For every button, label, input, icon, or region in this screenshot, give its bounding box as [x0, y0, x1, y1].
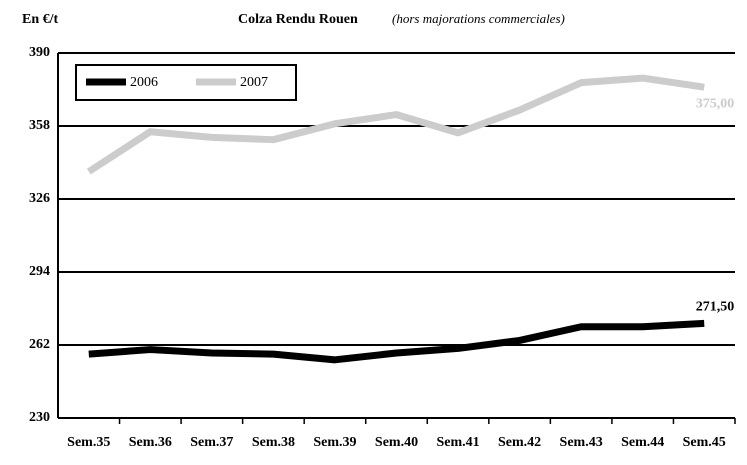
- x-tick-label: Sem.42: [498, 435, 541, 450]
- legend-label: 2006: [130, 75, 158, 90]
- x-tick-label: Sem.37: [190, 435, 233, 450]
- series-line: [88, 319, 705, 364]
- y-tick-label: 262: [29, 337, 50, 352]
- value-label: 271,50: [696, 300, 735, 315]
- x-tick-label: Sem.38: [252, 435, 295, 450]
- series-line: [86, 74, 705, 175]
- x-tick-label: Sem.36: [129, 435, 172, 450]
- y-tick-label: 294: [29, 264, 50, 279]
- x-tick-label: Sem.35: [67, 435, 110, 450]
- x-tick-label: Sem.41: [436, 435, 479, 450]
- chart-title: Colza Rendu Rouen: [238, 12, 358, 27]
- chart-subtitle: (hors majorations commerciales): [392, 11, 565, 26]
- x-tick-label: Sem.44: [621, 435, 664, 450]
- value-label: 375,00: [696, 96, 735, 111]
- x-tick-label: Sem.43: [560, 435, 603, 450]
- x-tick-label: Sem.45: [683, 435, 726, 450]
- y-tick-label: 390: [29, 45, 50, 60]
- x-tick-label: Sem.40: [375, 435, 418, 450]
- legend-label: 2007: [240, 75, 268, 90]
- y-tick-label: 230: [29, 410, 50, 425]
- y-tick-label: 326: [29, 191, 50, 206]
- x-tick-label: Sem.39: [313, 435, 356, 450]
- y-axis-label: En €/t: [22, 12, 59, 27]
- y-tick-label: 358: [29, 118, 50, 133]
